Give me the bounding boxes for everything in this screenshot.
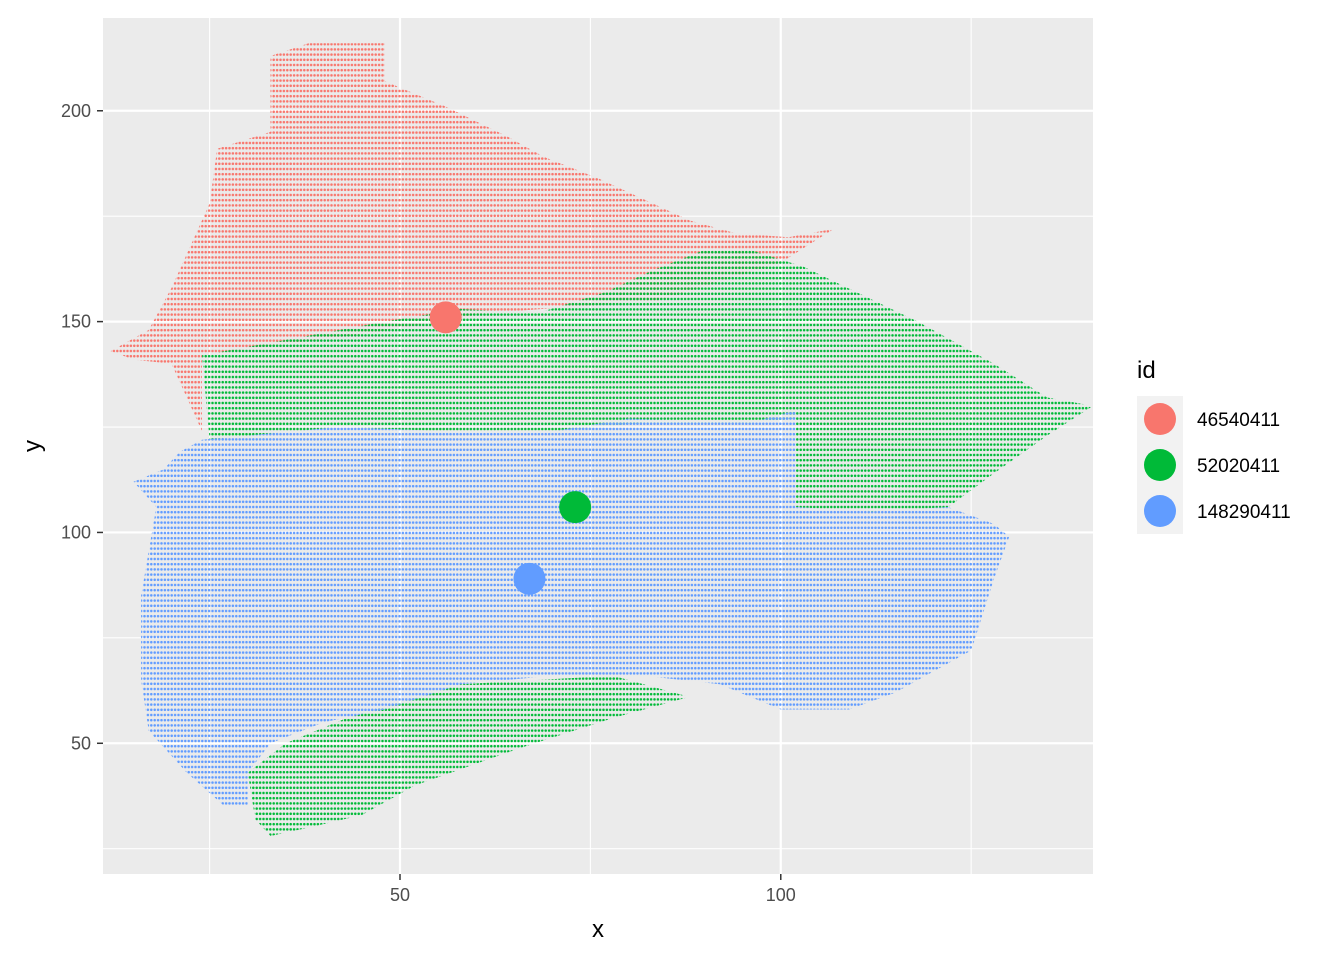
region-148290411	[133, 410, 1010, 807]
y-tick-label: 200	[61, 101, 91, 121]
legend-label-46540411: 46540411	[1197, 410, 1280, 431]
centroid-148290411	[513, 562, 546, 595]
legend-key-46540411	[1144, 403, 1176, 435]
region-46540411	[110, 43, 835, 432]
legend-items: 46540411 52020411 148290411	[1137, 396, 1291, 534]
legend-key-148290411	[1144, 495, 1176, 527]
x-axis-title: x	[592, 916, 604, 943]
y-tick-label: 100	[61, 522, 91, 542]
legend: id 46540411 52020411 148290411	[1137, 357, 1291, 534]
legend-title: id	[1137, 357, 1156, 384]
centroid-52020411	[559, 491, 592, 524]
region-52020411-lower	[247, 675, 690, 836]
data-regions	[110, 43, 1093, 836]
x-tick-label: 100	[766, 885, 796, 905]
y-tick-label: 50	[71, 733, 91, 753]
centroid-points	[429, 301, 592, 595]
legend-key-52020411	[1144, 449, 1176, 481]
legend-label-52020411: 52020411	[1197, 456, 1280, 477]
y-axis-title: y	[19, 440, 46, 452]
axes: 50 100 50 100 150 200	[61, 101, 796, 905]
x-tick-label: 50	[390, 885, 410, 905]
centroid-46540411	[429, 301, 462, 334]
legend-label-148290411: 148290411	[1197, 502, 1291, 523]
y-tick-label: 150	[61, 312, 91, 332]
region-52020411	[202, 249, 1093, 512]
